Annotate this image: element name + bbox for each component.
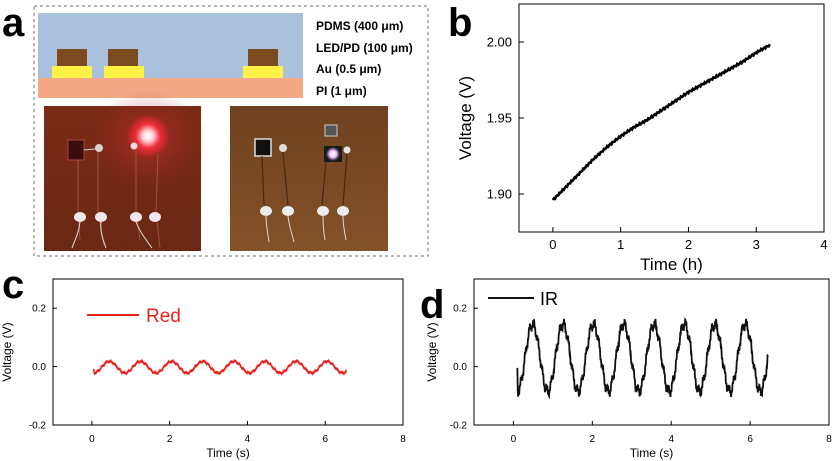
x-tick-label: 0 [89, 434, 95, 445]
y-tick-label: 0.2 [32, 304, 46, 315]
x-tick-label: 3 [753, 237, 760, 252]
x-tick-label: 2 [167, 434, 173, 445]
lead-wire [287, 215, 295, 243]
layer-label-pi: PI (1 μm) [316, 84, 367, 98]
y-tick-label: 0.0 [453, 362, 467, 373]
chart-ir-signal: 0 2 4 6 8 -0.2 0.0 0.2 Time (s) Voltage (V) IR [425, 278, 832, 460]
legend-label-ir: IR [540, 289, 558, 309]
layer-pi [38, 78, 303, 98]
y-axis-title: Voltage (V) [456, 76, 475, 160]
trace [321, 161, 327, 206]
lead-wire [71, 221, 81, 249]
solder-joint [317, 206, 329, 216]
x-tick-label: 2 [685, 237, 692, 252]
plot-frame [52, 278, 404, 426]
lead-wire [342, 215, 347, 241]
chart-red-signal: 0 2 4 6 8 -0.2 0.0 0.2 Time (s) Voltage (V) Red [0, 278, 406, 460]
trace [261, 155, 265, 206]
photodetector-chip [254, 138, 272, 157]
y-tick-label: 2.00 [487, 35, 512, 50]
x-tick-label: 1 [617, 237, 624, 252]
solder-joint [95, 144, 103, 152]
series-line-voltage [551, 43, 771, 201]
y-tick-label: 1.95 [487, 111, 512, 126]
photo-background [230, 106, 388, 251]
lead-wire [100, 221, 107, 249]
y-tick-label: 0.2 [453, 304, 467, 315]
ir-led-chip [324, 124, 338, 137]
trace [342, 153, 348, 206]
solder-joint [260, 206, 272, 216]
panel-letter-a: a [2, 1, 25, 45]
trace [77, 160, 81, 241]
series-line-ir [516, 316, 769, 400]
y-axis-title: Voltage (V) [0, 322, 14, 381]
x-tick-label: 6 [747, 434, 753, 445]
chart-voltage-vs-time-hours: 0 1 2 3 4 1.90 1.95 2.00 Time (h) Voltage (V) [456, 3, 828, 274]
ir-led-glow [326, 147, 340, 161]
panel-a-frame [33, 5, 429, 257]
x-axis-title: Time (s) [630, 446, 674, 460]
led-chip [57, 49, 87, 66]
solder-joint [95, 212, 107, 222]
solder-joint [149, 212, 161, 222]
x-axis-title: Time (h) [640, 255, 703, 274]
led-chip [248, 49, 278, 66]
trace [155, 153, 161, 249]
x-tick-label: 0 [511, 434, 517, 445]
panel-letter-b: b [448, 1, 472, 45]
plot-frame [518, 3, 825, 233]
x-tick-label: 2 [590, 434, 596, 445]
x-tick-label: 4 [820, 237, 827, 252]
solder-joint [337, 206, 349, 216]
layer-schematic: PDMS (400 μm) LED/PD (100 μm) Au (0.5 μm… [38, 13, 413, 98]
solder-joint [130, 142, 138, 150]
y-tick-label: -0.2 [450, 421, 468, 432]
legend-label-red: Red [146, 306, 181, 327]
x-tick-label: 4 [245, 434, 251, 445]
photo-led-on-red [44, 90, 208, 251]
led-chip [108, 49, 138, 66]
plot-frame [473, 278, 830, 426]
y-axis-title: Voltage (V) [425, 322, 439, 381]
solder-joint [343, 146, 351, 154]
y-tick-label: 0.0 [32, 362, 46, 373]
y-tick-label: 1.90 [487, 187, 512, 202]
trace [282, 151, 289, 206]
wire [83, 148, 97, 151]
x-axis-title: Time (s) [206, 446, 250, 460]
solder-joint [74, 212, 86, 222]
x-tick-label: 8 [400, 434, 406, 445]
layer-label-pdms: PDMS (400 μm) [316, 19, 403, 33]
lead-wire [265, 215, 270, 243]
lead-wire [135, 221, 153, 249]
y-tick-label: -0.2 [29, 421, 47, 432]
lead-wire [322, 215, 326, 241]
solder-joint [130, 212, 142, 222]
panel-letter-c: c [2, 263, 24, 307]
x-tick-label: 8 [826, 434, 832, 445]
layer-label-au: Au (0.5 μm) [316, 62, 381, 76]
solder-joint [282, 206, 294, 216]
au-pad [104, 66, 144, 78]
x-tick-label: 6 [322, 434, 328, 445]
x-tick-label: 0 [549, 237, 556, 252]
series-line-red [93, 358, 348, 377]
panel-letter-d: d [420, 283, 444, 327]
photodetector-chip [67, 139, 85, 161]
photo-led-on-ir [230, 106, 388, 251]
au-pad [52, 66, 92, 78]
x-tick-label: 4 [668, 434, 674, 445]
red-led-glow [126, 114, 170, 158]
au-pad [243, 66, 283, 78]
solder-joint [279, 144, 287, 152]
layer-label-led-pd: LED/PD (100 μm) [316, 41, 413, 55]
